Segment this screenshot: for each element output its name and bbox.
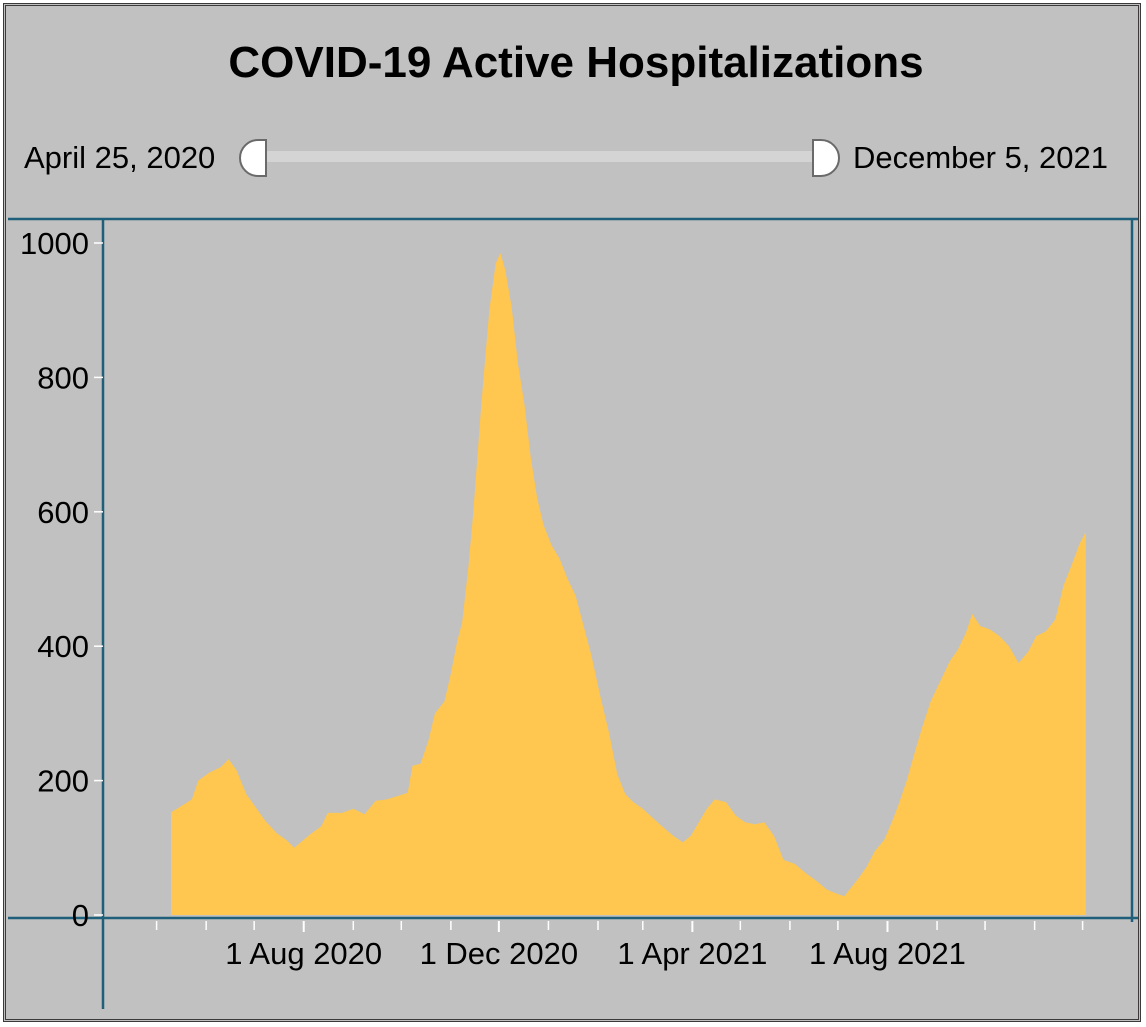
range-start-label: April 25, 2020 — [24, 140, 216, 175]
y-tick-label: 600 — [37, 495, 89, 530]
range-end-label: December 5, 2021 — [852, 140, 1108, 175]
y-tick-label: 1000 — [20, 226, 89, 261]
y-tick-label: 400 — [37, 629, 89, 664]
chart-plot: 0 200 400 600 800 1000 1 Aug 2020 1 Dec 2020 1 A… — [8, 217, 1138, 1009]
y-tick-label: 800 — [37, 360, 89, 395]
chart-frame: COVID-19 Active Hospitalizations April 2… — [3, 3, 1141, 1022]
x-tick-label: 1 Aug 2021 — [809, 936, 966, 971]
range-start-handle[interactable] — [239, 139, 267, 177]
area-series-0 — [171, 253, 1086, 916]
y-tick-label: 200 — [37, 764, 89, 799]
range-slider-track[interactable] — [256, 151, 826, 162]
x-tick-label: 1 Dec 2020 — [420, 936, 579, 971]
x-tick-label: 1 Apr 2021 — [617, 936, 767, 971]
y-tick-label: 0 — [72, 898, 89, 933]
chart-title: COVID-19 Active Hospitalizations — [228, 38, 924, 87]
x-tick-label: 1 Aug 2020 — [225, 936, 382, 971]
